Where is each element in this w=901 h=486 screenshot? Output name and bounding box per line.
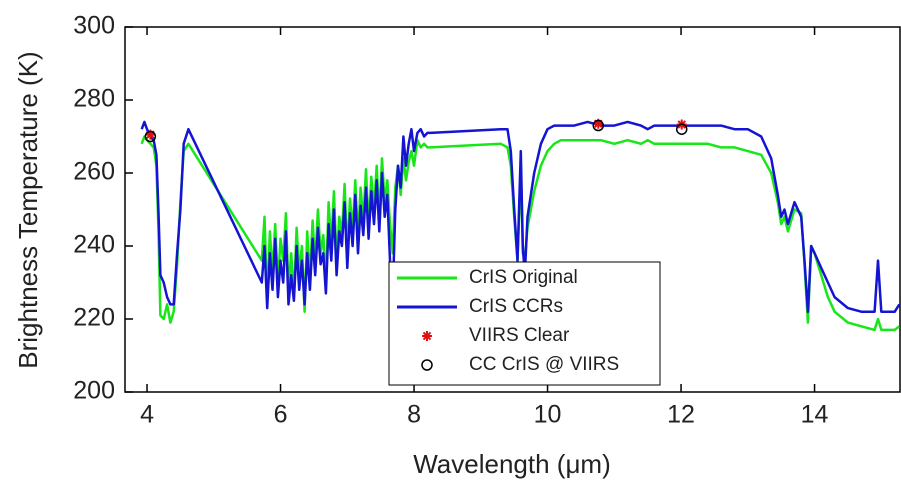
- x-tick-label: 6: [274, 401, 288, 429]
- circle-marker: [675, 123, 688, 135]
- x-tick-label: 14: [801, 401, 829, 429]
- legend-label: CrIS CCRs: [469, 296, 563, 317]
- x-tick-label: 8: [407, 401, 421, 429]
- y-tick-label: 260: [73, 158, 115, 186]
- x-tick-label: 12: [667, 401, 695, 429]
- star-marker: [145, 129, 156, 140]
- plot-frame: [124, 26, 901, 393]
- y-tick-label: 280: [73, 85, 115, 113]
- y-tick-label: 240: [73, 231, 115, 259]
- legend-label: CrIS Original: [469, 267, 578, 288]
- x-tick-label: 4: [140, 401, 154, 429]
- legend-label: CC CrIS @ VIIRS: [469, 354, 619, 375]
- x-tick-label: 10: [534, 401, 562, 429]
- y-tick-label: 300: [73, 12, 115, 40]
- y-axis-label: Brightness Temperature (K): [13, 51, 43, 368]
- legend-swatch: [421, 359, 433, 371]
- y-tick-label: 200: [73, 377, 115, 405]
- legend-label: VIIRS Clear: [469, 325, 570, 346]
- circle-marker: [592, 119, 605, 132]
- star-marker: [593, 118, 604, 129]
- legend-box: [388, 261, 661, 386]
- circle-marker: [144, 130, 157, 143]
- legend-swatch: [422, 331, 432, 341]
- y-tick-label: 220: [73, 304, 115, 332]
- legend: CrIS Original CrIS CCRs VIIRS Clear CC CrIS…: [388, 261, 661, 386]
- x-axis-label: Wavelength (μm): [413, 449, 611, 479]
